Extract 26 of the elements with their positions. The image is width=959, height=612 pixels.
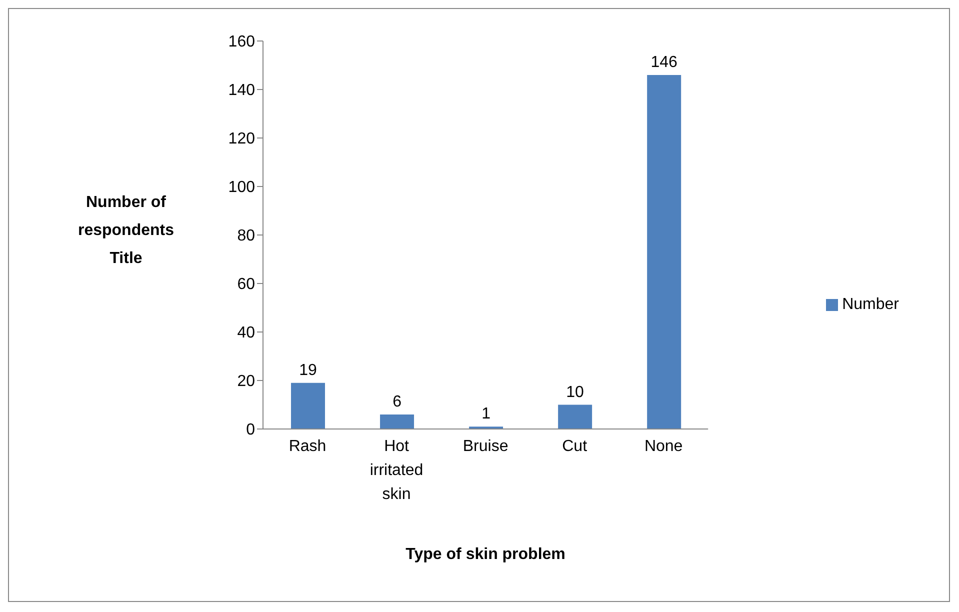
legend-label: Number (842, 296, 899, 313)
y-tick-label: 40 (237, 324, 256, 342)
y-tick-label: 120 (228, 130, 256, 148)
x-tick-label: Hot irritated skin (370, 438, 424, 503)
data-label: 6 (392, 393, 402, 410)
bar (291, 382, 325, 429)
bar (647, 74, 682, 429)
y-tick-label: 140 (228, 82, 256, 100)
y-axis-title: Number of respondents Title (76, 193, 175, 269)
y-tick-label: 160 (228, 34, 256, 51)
data-label: 10 (566, 384, 584, 401)
x-tick-label: None (644, 438, 683, 455)
x-tick-label: Rash (288, 438, 326, 455)
x-tick-label: Cut (562, 438, 588, 455)
y-tick-label: 80 (237, 228, 256, 245)
x-axis-title: Type of skin problem (406, 546, 566, 563)
x-tick-label: Bruise (462, 438, 508, 455)
data-label: 19 (299, 362, 317, 379)
y-tick-label: 100 (228, 179, 256, 196)
data-label: 1 (482, 406, 491, 423)
bar (380, 414, 414, 429)
data-label: 146 (650, 54, 678, 71)
y-tick-label: 20 (237, 373, 256, 390)
y-tick-label: 60 (237, 276, 256, 294)
y-tick-label: 0 (246, 422, 256, 439)
bar (558, 404, 592, 429)
